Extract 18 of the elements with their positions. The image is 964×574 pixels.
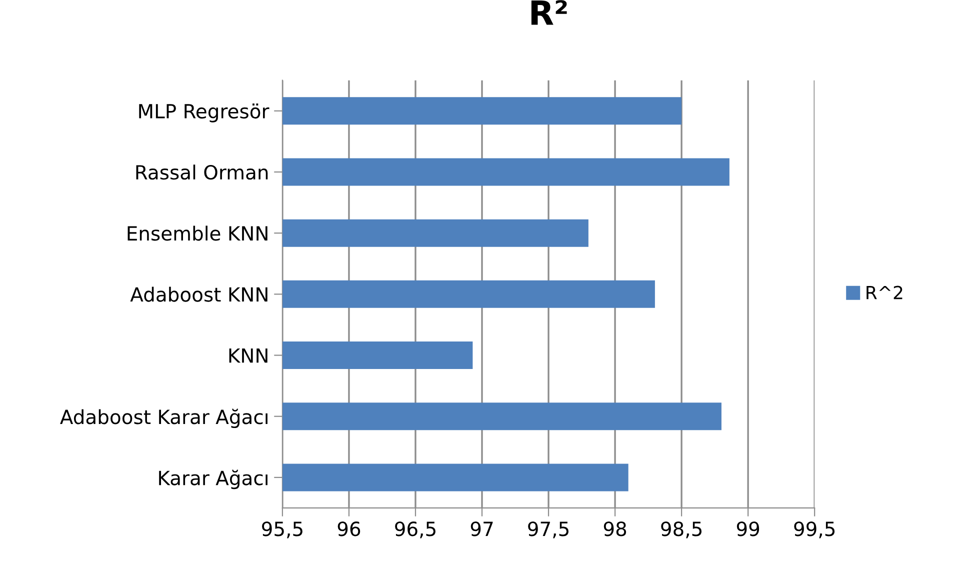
chart-title: R² [531,0,567,25]
y-tick-label: Karar Ağacı [159,470,268,490]
x-tick-label: 96 [338,522,360,536]
x-tick-label: 97,5 [528,522,568,538]
x-tick-label: 99,5 [794,522,835,538]
y-tick-label: Adaboost KNN [130,286,268,302]
y-tick-label: KNN [229,348,268,363]
x-tick-label: 95,5 [262,522,302,538]
x-tick-label: 98,5 [661,522,702,538]
legend-label: R^2 [866,286,902,300]
x-tick-label: 99 [736,522,760,536]
x-tick-label: 98 [604,522,626,536]
x-tick-label: 96,5 [395,522,436,538]
y-tick-label: MLP Regresör [139,104,270,122]
y-tick-label: Rassal Orman [136,164,268,180]
y-tick-label: Ensemble KNN [128,226,268,241]
x-tick-label: 97 [470,522,493,536]
y-tick-label: Adaboost Karar Ağacı [60,408,268,428]
